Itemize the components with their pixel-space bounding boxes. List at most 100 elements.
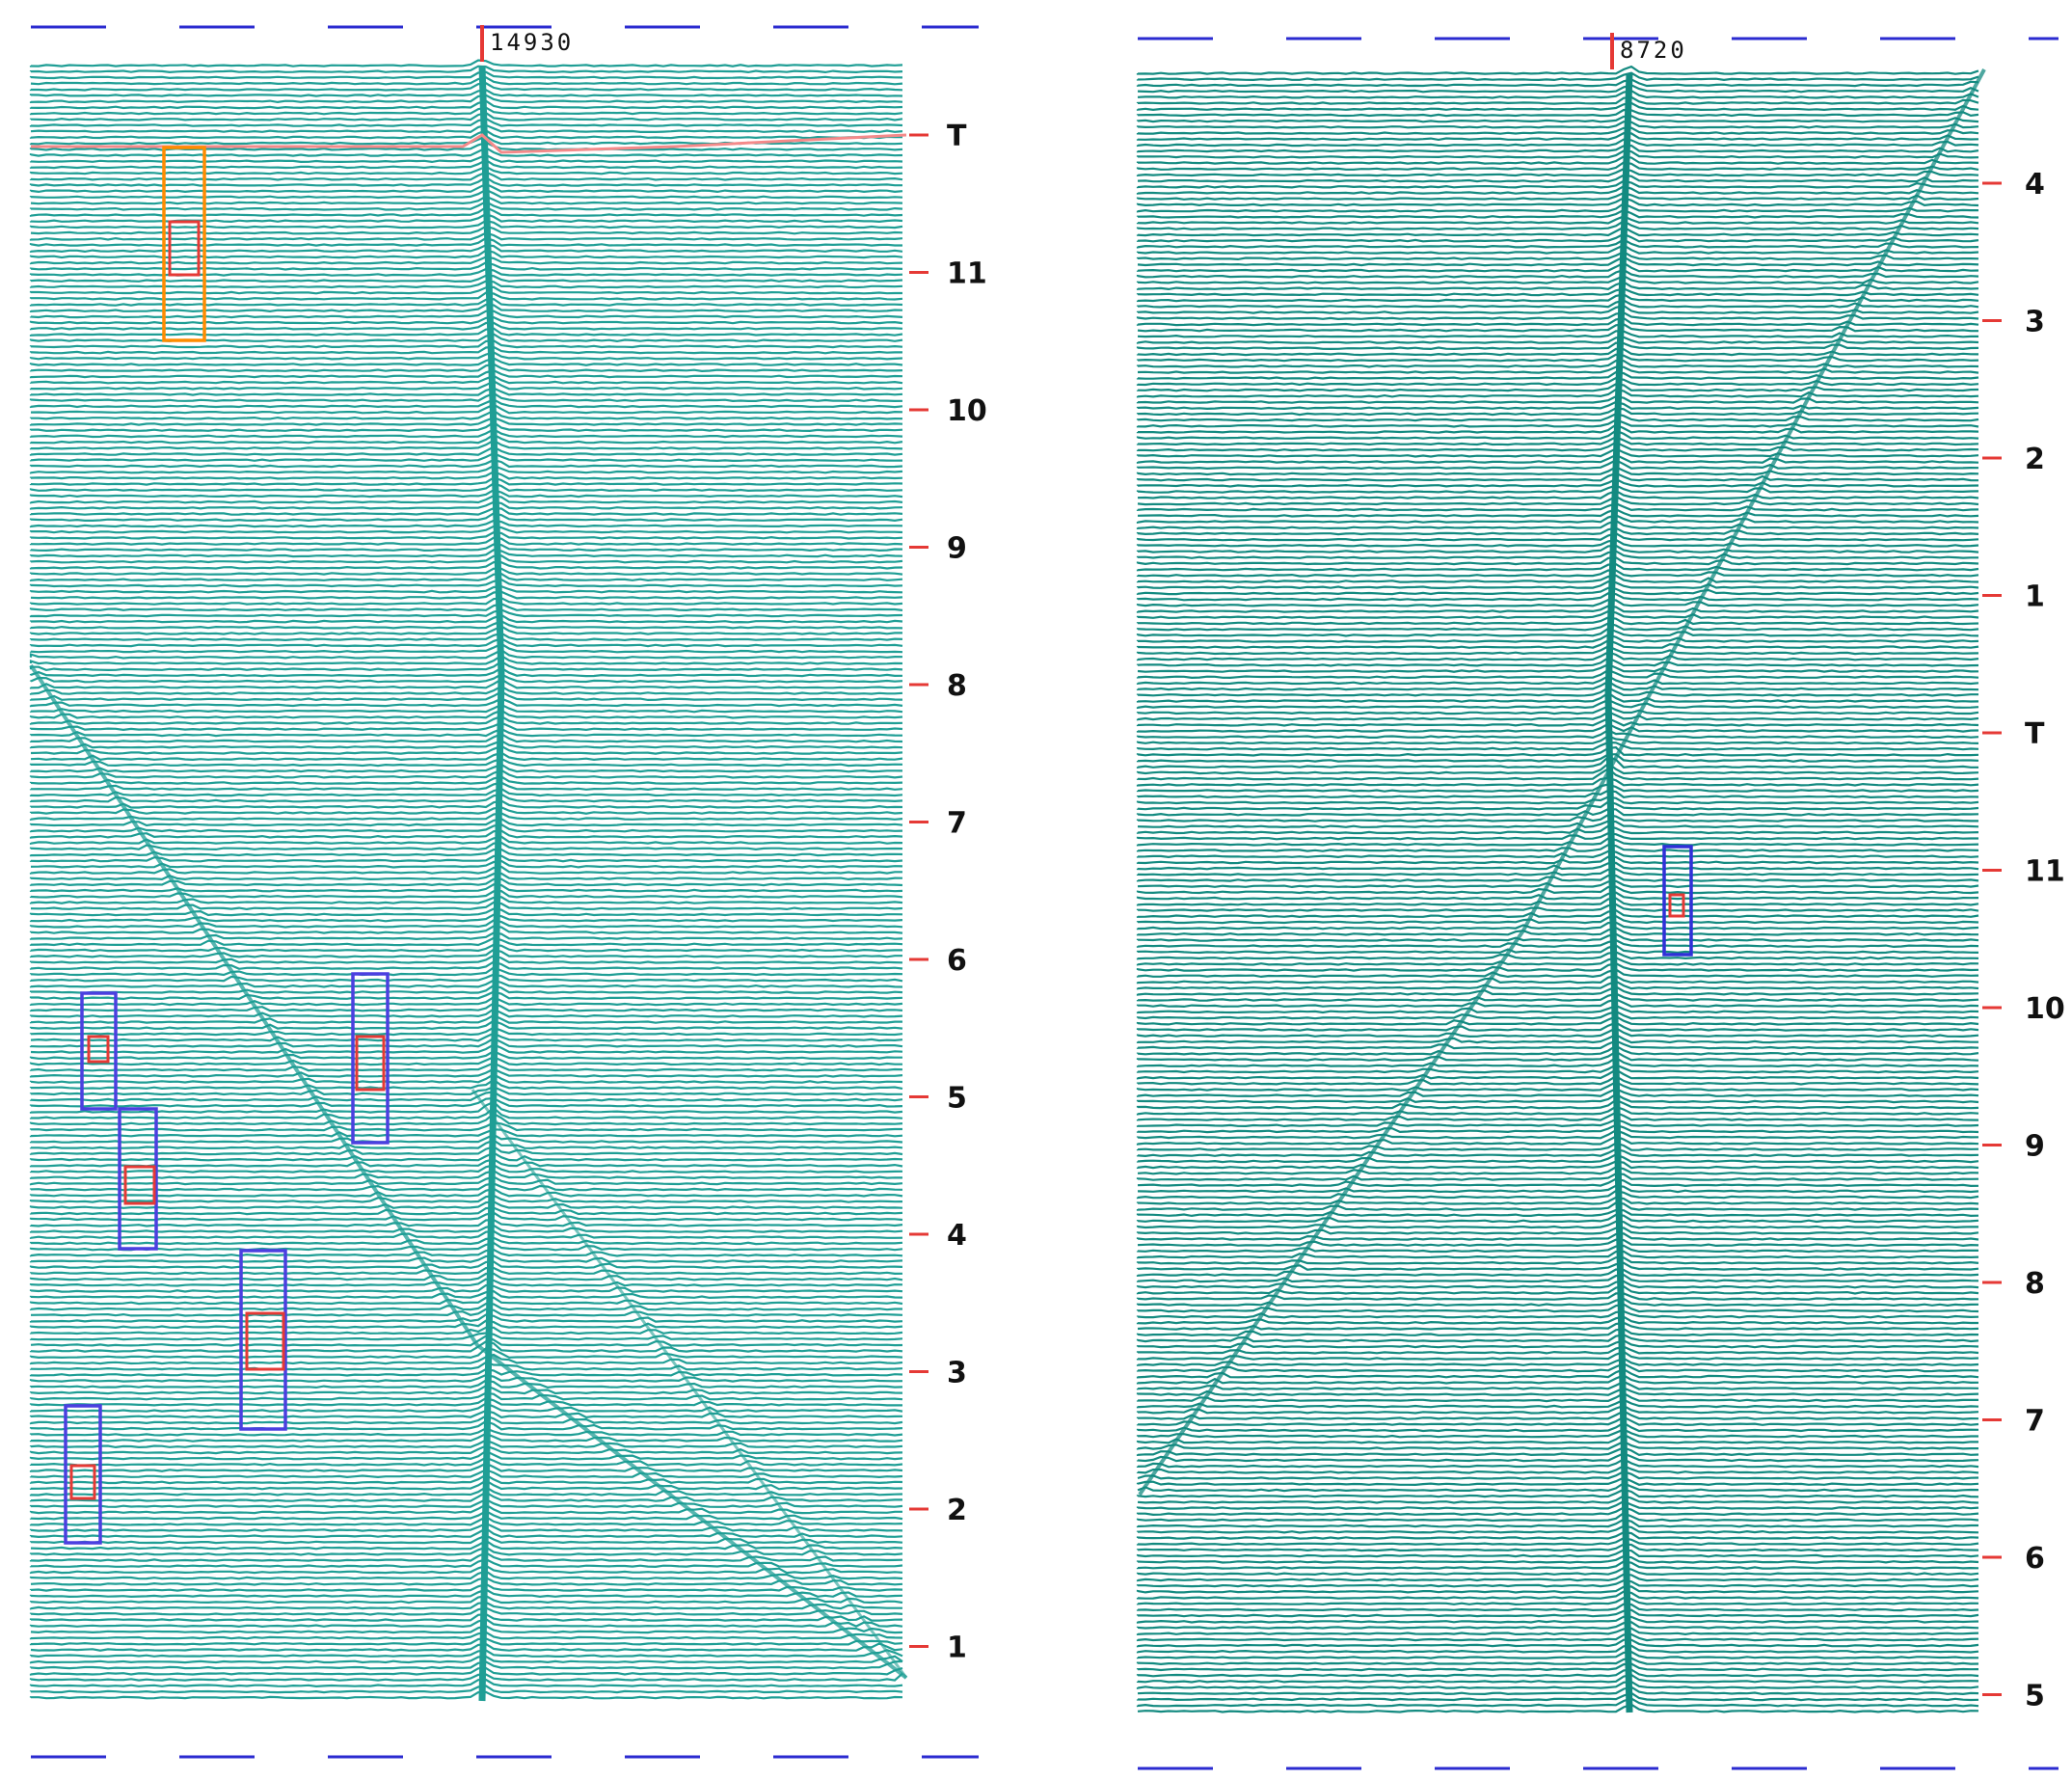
left-waterfall-panel: 14930 T 11 10 9 8 7 6 5 4 3 2 1 bbox=[29, 25, 987, 1759]
trace-line bbox=[1136, 383, 1979, 392]
trace-line bbox=[1136, 556, 1979, 566]
trace-line bbox=[29, 1588, 903, 1599]
trace-line bbox=[29, 1637, 903, 1646]
trace-line bbox=[1136, 1627, 1979, 1636]
trace-line bbox=[29, 398, 903, 409]
trace-line bbox=[1136, 304, 1979, 314]
trace-line bbox=[29, 1206, 903, 1216]
trace-line bbox=[1136, 353, 1979, 363]
trace-line bbox=[29, 451, 903, 463]
trace-line bbox=[29, 1260, 903, 1270]
trace-line bbox=[1136, 131, 1979, 142]
trace-line bbox=[29, 1601, 902, 1610]
trace-line bbox=[29, 812, 903, 821]
trace-line bbox=[29, 727, 903, 738]
trace-line bbox=[1136, 250, 1979, 261]
trace-line bbox=[1136, 674, 1979, 686]
trace-line bbox=[29, 291, 903, 301]
trace-line bbox=[1136, 1458, 1979, 1469]
trace-line bbox=[29, 554, 903, 564]
trace-line bbox=[29, 1340, 903, 1353]
trace-line bbox=[29, 458, 903, 469]
trace-line bbox=[1136, 1273, 1979, 1283]
trace-line bbox=[29, 351, 903, 361]
trace-line bbox=[29, 182, 903, 194]
trace-line bbox=[30, 751, 903, 762]
trace-line bbox=[1136, 1452, 1979, 1463]
inner-highlight-box bbox=[1668, 893, 1685, 918]
trace-line bbox=[1136, 1285, 1979, 1295]
trace-lines bbox=[1136, 65, 1979, 1713]
trace-line bbox=[1136, 992, 1979, 1002]
trace-line bbox=[1136, 783, 1979, 793]
trace-line bbox=[1136, 1488, 1979, 1498]
trace-line bbox=[30, 1032, 903, 1042]
trace-line bbox=[29, 907, 903, 917]
trace-line bbox=[1136, 1068, 1979, 1080]
trace-line bbox=[1136, 472, 1979, 482]
trace-line bbox=[1136, 316, 1979, 327]
trace-line bbox=[1136, 968, 1979, 979]
trace-line bbox=[29, 280, 903, 289]
trace-line bbox=[29, 1296, 903, 1306]
trace-line bbox=[29, 925, 903, 934]
trace-line bbox=[1136, 891, 1979, 901]
trace-line bbox=[1136, 980, 1979, 990]
trace-line bbox=[29, 512, 903, 523]
trace-line bbox=[1136, 395, 1979, 404]
trace-line bbox=[29, 147, 903, 157]
trace-line bbox=[1136, 423, 1979, 434]
trace-line bbox=[1136, 1644, 1979, 1654]
trace-line bbox=[29, 1266, 903, 1276]
trace-line bbox=[30, 1043, 903, 1054]
trace-line bbox=[1136, 932, 1979, 942]
trace-line bbox=[1136, 680, 1979, 691]
trace-line bbox=[29, 1631, 903, 1640]
trace-line bbox=[29, 117, 903, 127]
y-tick-label: 10 bbox=[947, 394, 987, 428]
trace-line bbox=[29, 567, 903, 576]
trace-line bbox=[29, 1170, 903, 1180]
trace-line bbox=[1137, 1686, 1979, 1696]
trace-line bbox=[1136, 634, 1979, 643]
trace-line bbox=[1136, 897, 1979, 906]
trace-line bbox=[1136, 951, 1979, 960]
trace-line bbox=[29, 482, 903, 493]
trace-line bbox=[29, 740, 903, 749]
trace-line bbox=[29, 1121, 902, 1132]
inner-highlight-box bbox=[168, 220, 201, 277]
trace-line bbox=[29, 597, 903, 606]
trace-line bbox=[1136, 789, 1979, 799]
trace-line bbox=[1136, 149, 1979, 159]
trace-line bbox=[1136, 927, 1979, 936]
trace-line bbox=[1136, 1004, 1979, 1014]
trace-line bbox=[30, 901, 903, 911]
trace-line bbox=[29, 1008, 903, 1018]
trace-line bbox=[29, 1236, 903, 1246]
trace-line bbox=[1136, 466, 1979, 476]
trace-line bbox=[1136, 95, 1979, 105]
trace-line bbox=[29, 1175, 903, 1186]
trace-line bbox=[29, 1618, 903, 1629]
trace-line bbox=[29, 1415, 903, 1425]
trace-line bbox=[29, 715, 903, 725]
trace-line bbox=[1136, 622, 1979, 632]
trace-line bbox=[29, 1151, 903, 1162]
trace-line bbox=[29, 1526, 903, 1539]
trace-line bbox=[30, 590, 903, 600]
trace-line bbox=[29, 1612, 903, 1622]
trace-line bbox=[29, 960, 903, 971]
trace-line bbox=[30, 859, 903, 869]
trace-line bbox=[30, 1308, 903, 1317]
trace-line bbox=[29, 1462, 903, 1472]
trace-line bbox=[29, 315, 903, 325]
trace-line bbox=[29, 549, 903, 558]
y-tick-label: 8 bbox=[947, 669, 967, 703]
trace-line bbox=[29, 1649, 903, 1659]
trace-line bbox=[1136, 215, 1979, 225]
trace-line bbox=[29, 489, 903, 499]
trace-line bbox=[1136, 1374, 1979, 1385]
trace-line bbox=[1136, 605, 1979, 613]
trace-line bbox=[29, 1289, 903, 1300]
trace-line bbox=[29, 1182, 903, 1192]
